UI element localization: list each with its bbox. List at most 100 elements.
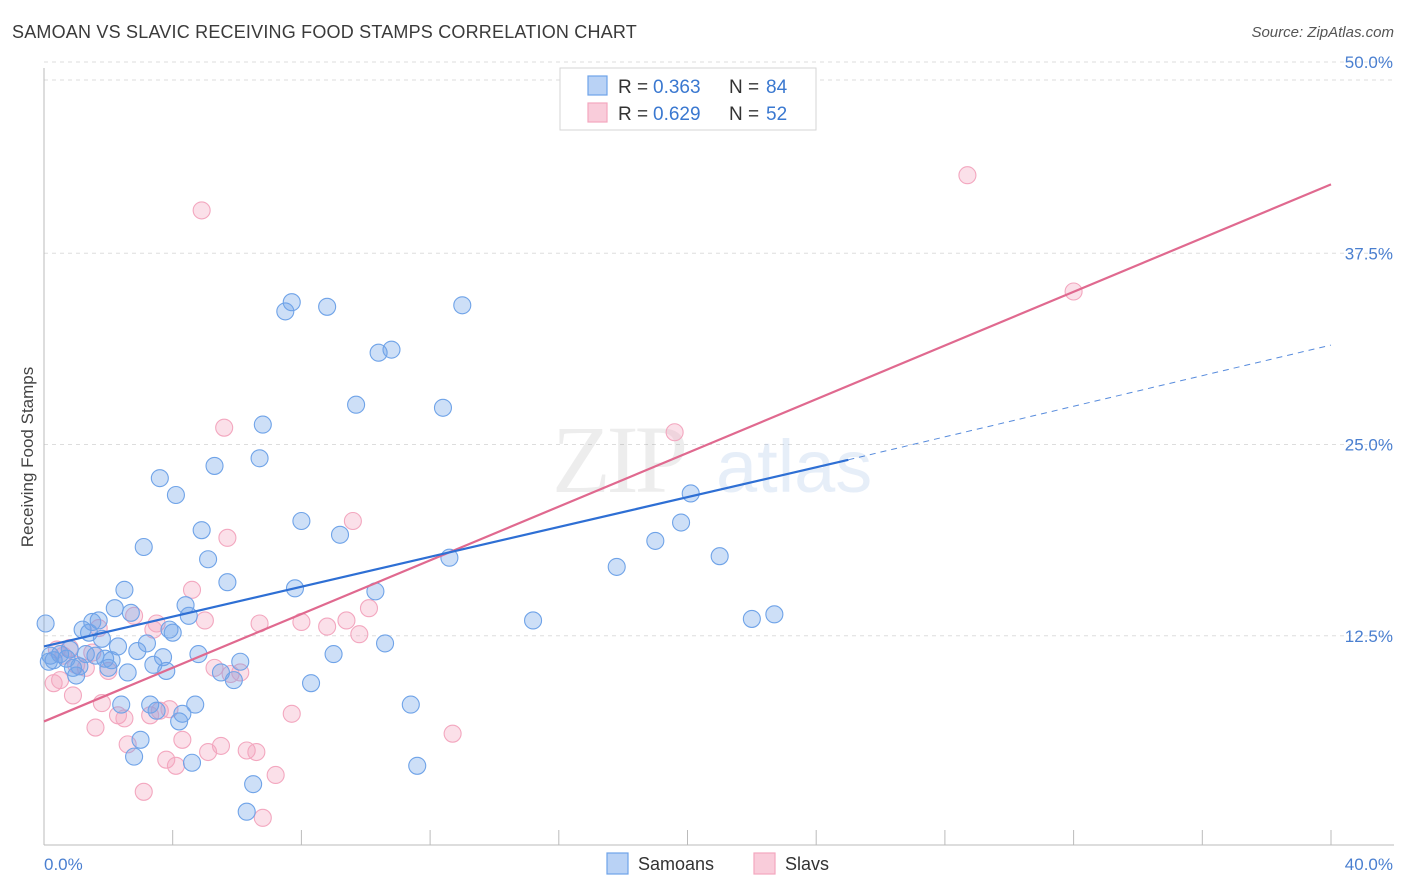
samoans-point xyxy=(237,802,256,821)
slavs-point xyxy=(182,580,202,599)
samoans-point xyxy=(224,671,243,690)
slavs-point xyxy=(86,718,105,737)
slavs-point xyxy=(125,606,144,625)
samoans-point xyxy=(105,599,124,618)
samoans-point xyxy=(318,297,337,316)
legend-r-label: R = xyxy=(618,77,648,98)
samoans-point xyxy=(376,634,395,653)
legend-n-label: N = xyxy=(729,104,759,125)
legend-r-slavs: 0.629 xyxy=(653,104,701,125)
slavs-point xyxy=(166,756,185,775)
samoans-point xyxy=(134,537,153,557)
samoans-point xyxy=(89,611,108,630)
samoans-point xyxy=(408,756,427,775)
svg-text:atlas: atlas xyxy=(716,425,872,508)
bottom-swatch-slavs xyxy=(753,852,776,875)
legend-label-slavs: Slavs xyxy=(785,854,829,874)
y-tick-label: 12.5% xyxy=(1345,627,1393,646)
samoans-point xyxy=(182,753,202,772)
samoans-point xyxy=(765,605,784,624)
slavs-point xyxy=(237,741,256,760)
samoans-point xyxy=(330,525,350,544)
slavs-point xyxy=(350,625,369,644)
slavs-point xyxy=(665,423,684,442)
slavs-point xyxy=(63,686,83,705)
x-tick-label-max: 40.0% xyxy=(1345,855,1393,874)
legend-n-slavs: 52 xyxy=(766,104,787,125)
legend-label-samoans: Samoans xyxy=(638,854,714,874)
svg-text:ZIP: ZIP xyxy=(552,406,685,513)
samoans-point xyxy=(453,296,472,315)
samoans-point xyxy=(128,641,147,661)
samoans-point xyxy=(60,640,79,659)
slavs-point xyxy=(231,663,250,682)
samoans-point xyxy=(160,620,179,639)
samoans-point xyxy=(199,550,218,569)
samoans-point xyxy=(282,293,301,312)
samoans-point xyxy=(83,612,102,632)
samoans-point xyxy=(253,415,272,434)
samoans-point xyxy=(147,701,166,720)
svg-text:R =: R = xyxy=(618,77,648,98)
axes-layer xyxy=(43,68,1394,846)
samoans-point xyxy=(125,747,144,766)
slavs-point xyxy=(76,658,95,677)
slavs-point xyxy=(266,765,285,785)
slavs-point xyxy=(173,730,192,749)
samoans-point xyxy=(150,469,169,488)
slavs-point xyxy=(337,611,356,630)
legend-r-samoans: 0.363 xyxy=(653,77,701,98)
samoans-point xyxy=(607,557,626,576)
samoans-point xyxy=(646,531,665,550)
slavs-point xyxy=(443,724,462,743)
samoans-point xyxy=(302,674,321,693)
slavs-point xyxy=(115,709,134,728)
samoans-point xyxy=(231,652,250,671)
slavs-point xyxy=(218,528,237,547)
samoans-point xyxy=(324,645,343,664)
samoans-point xyxy=(433,398,453,417)
slavs-point xyxy=(141,706,160,725)
samoans-point xyxy=(401,695,420,714)
samoans-point xyxy=(524,611,543,630)
legend-swatch-slavs xyxy=(587,102,608,123)
source-label: Source: ZipAtlas.com xyxy=(1251,24,1394,41)
slavs-point xyxy=(282,704,301,723)
slavs-point xyxy=(253,808,272,827)
samoans-point xyxy=(382,340,401,359)
samoans-point xyxy=(205,456,224,475)
slavs-point xyxy=(205,658,224,677)
samoans-trend-line xyxy=(43,458,849,648)
samoans-point xyxy=(218,573,237,592)
trend-lines xyxy=(43,183,1332,723)
samoans-point xyxy=(192,521,211,540)
samoans-point xyxy=(347,395,366,414)
samoans-point xyxy=(39,652,58,671)
samoans-point xyxy=(276,302,295,321)
samoans-point xyxy=(112,695,131,714)
slavs-point xyxy=(51,671,70,690)
samoans-point xyxy=(742,609,761,628)
samoans-point xyxy=(76,645,95,664)
samoans-point xyxy=(244,775,263,794)
slavs-point xyxy=(247,742,266,762)
chart-title: SAMOAN VS SLAVIC RECEIVING FOOD STAMPS C… xyxy=(12,22,637,42)
bottom-swatch-samoans xyxy=(606,852,629,875)
y-axis-title: Receiving Food Stamps xyxy=(18,367,37,547)
samoans-point xyxy=(118,663,137,682)
samoans-point xyxy=(681,484,700,503)
x-tick-label-min: 0.0% xyxy=(44,855,83,874)
stats-legend: R = 0.363 N = 84 R = 0.629 N = 52 xyxy=(559,67,817,131)
legend-n-samoans: 84 xyxy=(766,77,788,98)
y-tick-label: 25.0% xyxy=(1345,436,1393,455)
slavs-point xyxy=(958,166,977,185)
y-tick-label: 37.5% xyxy=(1345,244,1393,263)
samoans-point xyxy=(108,637,128,656)
x-tick-labels: 0.0% 40.0% xyxy=(44,855,1393,874)
slavs-point xyxy=(195,611,214,630)
samoans-point xyxy=(115,580,134,599)
y-tick-labels: 12.5% 25.0% 37.5% 50.0% xyxy=(1345,53,1393,646)
legend-r-label: R = xyxy=(618,104,648,125)
samoans-point xyxy=(163,623,182,642)
